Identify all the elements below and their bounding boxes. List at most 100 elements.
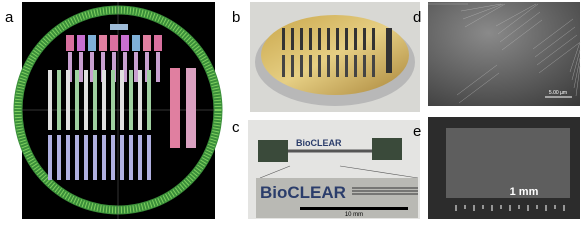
wafer-device: [309, 55, 312, 77]
device-shank: [147, 135, 151, 180]
device-shank: [79, 52, 83, 82]
probe-text: BioCLEAR: [296, 138, 342, 148]
panel-label: b: [232, 9, 240, 26]
fiber: [495, 3, 537, 27]
device-top: [110, 24, 128, 30]
fiber: [458, 72, 500, 104]
scale-label: 1 mm: [510, 186, 539, 198]
device-shank: [101, 52, 105, 82]
wafer-device: [354, 55, 357, 77]
wafer-device: [309, 28, 312, 50]
wafer-device: [318, 55, 321, 77]
wafer-device: [345, 28, 348, 50]
zoom-line: [259, 165, 291, 179]
device-shank: [66, 135, 70, 180]
device-pad: [154, 35, 162, 51]
sem-image: [428, 2, 580, 106]
fiber: [534, 26, 576, 58]
zoom-line: [339, 165, 419, 179]
wafer-device: [327, 55, 330, 77]
wafer-device: [363, 55, 366, 77]
device-shank: [57, 135, 61, 180]
wafer-device: [300, 55, 303, 77]
wafer-device: [300, 28, 303, 50]
device-shank: [145, 52, 149, 82]
scale-bar: [300, 207, 408, 210]
wafer-device: [363, 28, 366, 50]
wafer-device: [327, 28, 330, 50]
device-shank: [129, 70, 133, 130]
device-shank: [111, 135, 115, 180]
device-layout: [48, 24, 196, 180]
film: [446, 128, 570, 198]
device-pad: [66, 35, 74, 51]
device-shank: [93, 135, 97, 180]
panel-label: a: [5, 9, 14, 26]
device-shank: [84, 70, 88, 130]
device-shank: [129, 135, 133, 180]
device-shank: [112, 52, 116, 82]
device-shank: [111, 70, 115, 130]
device-shank: [48, 135, 52, 180]
fiber: [575, 65, 581, 97]
wafer-device: [291, 55, 294, 77]
figure: a b c BioCLEAR BioCLEAR 10 mm d 5.00 µm …: [5, 2, 581, 219]
device-shank: [120, 135, 124, 180]
wafer-device: [345, 55, 348, 77]
fibers: [428, 3, 581, 104]
wafer-device: [386, 28, 392, 73]
device-shank: [134, 52, 138, 82]
fiber: [571, 49, 581, 81]
connector: [372, 138, 402, 160]
fiber: [573, 57, 581, 89]
fiber: [532, 18, 574, 50]
wafer-devices: [282, 28, 392, 77]
device-shank: [84, 135, 88, 180]
panel-label: c: [232, 119, 240, 136]
panel-label: d: [413, 9, 421, 26]
device-shank: [120, 70, 124, 130]
device-pad: [88, 35, 96, 51]
device-shank: [48, 70, 52, 130]
wafer-device: [372, 28, 375, 50]
fiber: [464, 3, 506, 28]
wafer-device: [336, 55, 339, 77]
fiber: [536, 34, 578, 66]
wafer-device: [372, 55, 375, 77]
device-shank: [75, 70, 79, 130]
inset-text: BioCLEAR: [260, 183, 346, 202]
inset-photo: [256, 178, 418, 218]
device-shank: [138, 135, 142, 180]
device-pad: [143, 35, 151, 51]
device-shank: [102, 135, 106, 180]
inset-traces: [352, 187, 418, 195]
device-shank: [66, 70, 70, 130]
connector: [258, 140, 288, 162]
panel-label: e: [413, 123, 421, 140]
device-large: [170, 68, 180, 148]
fiber: [462, 3, 504, 20]
device-pad: [110, 35, 118, 51]
device-shank: [93, 70, 97, 130]
device-shank: [123, 52, 127, 82]
device-pad: [99, 35, 107, 51]
device-shank: [147, 70, 151, 130]
device-pad: [132, 35, 140, 51]
device-pad: [121, 35, 129, 51]
fiber: [538, 42, 580, 74]
fiber: [569, 41, 581, 73]
device-shank: [75, 135, 79, 180]
scale-label: 5.00 µm: [549, 90, 567, 96]
wafer-device: [291, 28, 294, 50]
device-shank: [102, 70, 106, 130]
device-shank: [68, 52, 72, 82]
fiber: [460, 3, 502, 12]
device-large: [186, 68, 196, 148]
fiber: [499, 11, 541, 43]
device-shank: [138, 70, 142, 130]
fiber: [501, 19, 543, 51]
device-pad: [77, 35, 85, 51]
device-shank: [156, 52, 160, 82]
wafer-device: [354, 28, 357, 50]
wafer-device: [336, 28, 339, 50]
